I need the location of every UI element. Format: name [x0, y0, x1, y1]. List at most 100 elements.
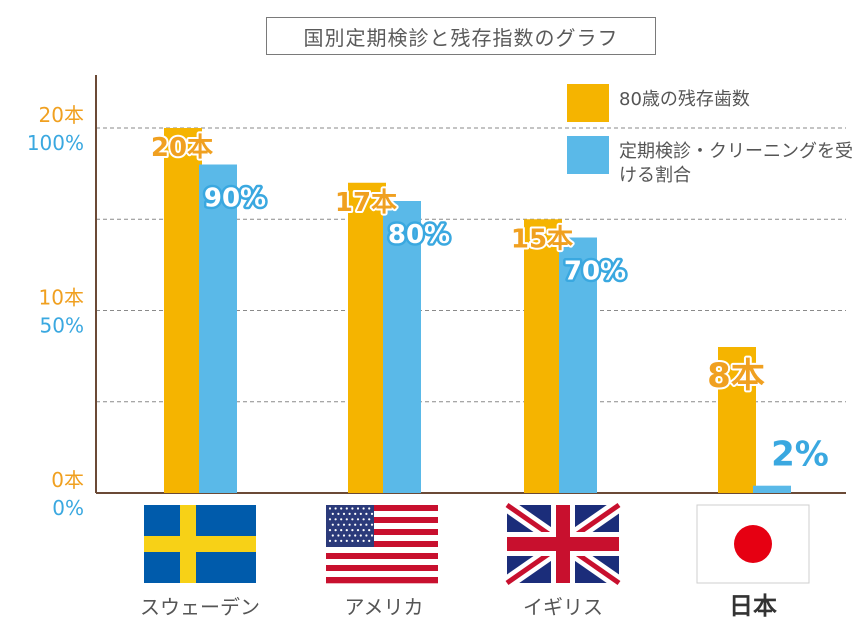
usa-stripe	[326, 505, 438, 512]
usa-star	[368, 507, 371, 510]
usa-star	[368, 518, 371, 521]
usa-star	[342, 512, 346, 516]
usa-star	[342, 534, 346, 537]
usa-star	[340, 518, 343, 521]
usa-star	[328, 539, 332, 543]
usa-stripe	[326, 547, 438, 554]
bar-teeth	[164, 128, 202, 493]
usa-star	[334, 539, 337, 543]
usa-star	[365, 523, 368, 526]
usa-flag	[326, 505, 438, 584]
usa-stripe	[326, 523, 438, 530]
usa-stripe	[326, 571, 438, 578]
usa-star	[337, 523, 340, 526]
usa-star	[359, 512, 362, 516]
category-label: イギリス	[523, 595, 603, 619]
bar-checkup	[753, 485, 791, 493]
usa-star	[331, 523, 334, 526]
usa-stripe	[326, 559, 438, 566]
usa-star	[328, 518, 332, 521]
sweden-flag	[144, 505, 256, 583]
bar-teeth	[524, 219, 562, 493]
usa-star	[345, 529, 348, 532]
usa-star	[356, 518, 360, 521]
uk-cross-red	[507, 537, 619, 551]
usa-star	[337, 512, 340, 516]
usa-star	[354, 523, 357, 526]
usa-stripe	[326, 511, 438, 518]
usa-star	[334, 518, 337, 521]
usa-star	[328, 529, 332, 532]
usa-star	[365, 534, 368, 537]
usa-star	[359, 523, 362, 526]
legend-item-checkup: 定期検診・クリーニングを受ける割合	[567, 136, 857, 188]
category-label: アメリカ	[345, 595, 424, 619]
usa-star	[351, 529, 354, 532]
usa-stripe	[326, 565, 438, 572]
usa-star	[359, 534, 362, 537]
usa-star	[368, 529, 371, 532]
category-label: 日本	[729, 592, 777, 620]
usa-star	[354, 534, 357, 537]
legend-swatch-blue	[567, 136, 609, 174]
data-label-teeth: 15本	[511, 224, 573, 254]
legend-item-teeth: 80歳の残存歯数	[567, 84, 857, 122]
usa-star	[370, 523, 374, 526]
usa-star	[370, 512, 374, 516]
category-label: スウェーデン	[140, 595, 260, 619]
legend-swatch-orange	[567, 84, 609, 122]
usa-star	[351, 539, 354, 543]
usa-star	[345, 507, 348, 510]
usa-star	[334, 529, 337, 532]
usa-star	[362, 518, 365, 521]
legend: 80歳の残存歯数 定期検診・クリーニングを受ける割合	[567, 84, 857, 202]
tick-label-percent: 0%	[52, 496, 84, 520]
bar-checkup	[559, 237, 597, 493]
japan-flag	[696, 504, 810, 584]
tick-label-percent: 100%	[27, 131, 84, 155]
usa-star	[370, 534, 374, 537]
usa-star	[362, 507, 365, 510]
data-label-teeth: 20本	[151, 133, 213, 163]
usa-stripe	[326, 553, 438, 560]
usa-star	[334, 507, 337, 510]
bar-checkup	[383, 201, 421, 493]
usa-star	[331, 512, 334, 516]
usa-star	[351, 518, 354, 521]
usa-star	[362, 539, 365, 543]
usa-star	[356, 507, 360, 510]
usa-star	[362, 529, 365, 532]
bar-teeth	[718, 347, 756, 493]
usa-star	[354, 512, 357, 516]
usa-stripe	[326, 577, 438, 584]
data-label-teeth: 8本	[707, 356, 765, 396]
data-label-checkup: 70%	[564, 257, 626, 287]
usa-star	[328, 507, 332, 510]
data-label-checkup: 90%	[204, 184, 266, 214]
usa-stripe	[326, 541, 438, 548]
usa-star	[365, 512, 368, 516]
tick-label-percent: 50%	[40, 314, 84, 338]
usa-star	[331, 534, 334, 537]
data-label-checkup: 80%	[388, 220, 450, 250]
japan-sun	[734, 525, 772, 563]
legend-label: 定期検診・クリーニングを受ける割合	[619, 141, 853, 186]
usa-star	[348, 523, 351, 526]
usa-star	[356, 529, 360, 532]
data-label-teeth: 17本	[335, 188, 397, 218]
chart-title: 国別定期検診と残存指数のグラフ	[266, 17, 656, 55]
usa-stripe	[326, 535, 438, 542]
tick-label-teeth: 20本	[39, 103, 84, 127]
sweden-cross-horizontal	[144, 536, 256, 552]
usa-star	[356, 539, 360, 543]
usa-stripe	[326, 517, 438, 524]
tick-label-teeth: 10本	[39, 286, 84, 310]
usa-star	[337, 534, 340, 537]
usa-canton	[326, 505, 374, 547]
bar-checkup	[199, 164, 237, 493]
usa-stripe	[326, 529, 438, 536]
usa-star	[351, 507, 354, 510]
usa-star	[368, 539, 371, 543]
tick-label-teeth: 0本	[51, 468, 84, 492]
